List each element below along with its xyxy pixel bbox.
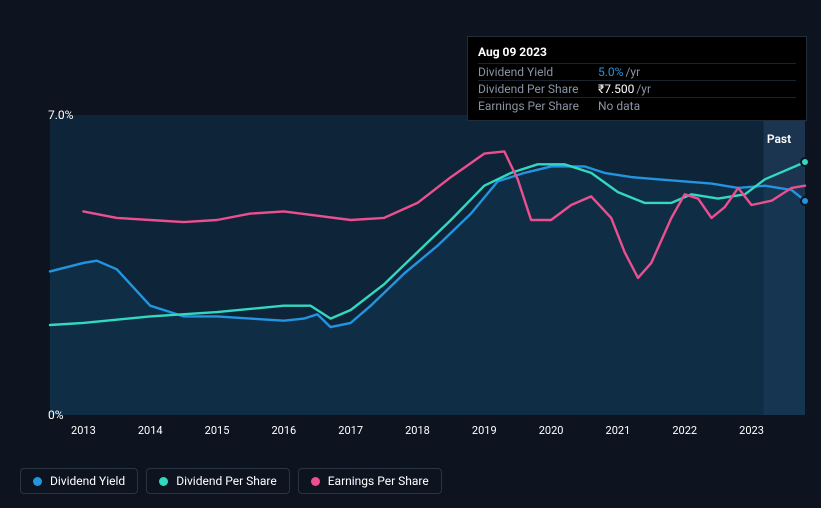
legend-dot-icon bbox=[33, 477, 42, 486]
x-tick-label: 2013 bbox=[71, 424, 96, 437]
x-tick-label: 2016 bbox=[271, 424, 296, 437]
tooltip-value: 5.0% bbox=[598, 65, 623, 79]
tooltip-value: ₹7.500 bbox=[598, 82, 634, 96]
tooltip-row: Dividend Per Share₹7.500/yr bbox=[478, 80, 796, 97]
tooltip-row: Earnings Per ShareNo data bbox=[478, 97, 796, 114]
series-end-marker bbox=[800, 157, 810, 167]
x-tick-label: 2014 bbox=[138, 424, 163, 437]
chart-svg bbox=[50, 115, 805, 415]
x-tick-label: 2021 bbox=[606, 424, 631, 437]
legend-label: Dividend Yield bbox=[50, 474, 125, 488]
x-tick-label: 2018 bbox=[405, 424, 430, 437]
tooltip-unit: /yr bbox=[625, 65, 640, 79]
legend-item[interactable]: Earnings Per Share bbox=[298, 468, 442, 494]
legend-label: Earnings Per Share bbox=[328, 474, 429, 488]
tooltip-key: Dividend Yield bbox=[478, 65, 598, 79]
legend-item[interactable]: Dividend Per Share bbox=[146, 468, 290, 494]
tooltip: Aug 09 2023 Dividend Yield5.0%/yrDividen… bbox=[467, 36, 807, 121]
past-label: Past bbox=[767, 132, 791, 146]
series-end-marker bbox=[800, 196, 810, 206]
x-tick-label: 2022 bbox=[672, 424, 697, 437]
tooltip-value: No data bbox=[598, 99, 640, 113]
legend: Dividend Yield Dividend Per Share Earnings… bbox=[20, 468, 442, 494]
x-tick-label: 2015 bbox=[205, 424, 230, 437]
legend-label: Dividend Per Share bbox=[176, 474, 277, 488]
legend-dot-icon bbox=[159, 477, 168, 486]
tooltip-unit: /yr bbox=[636, 82, 651, 96]
x-axis: 2013 2014 2015 2016 2017 2018 2019 2020 2021 2022… bbox=[50, 418, 805, 438]
tooltip-key: Earnings Per Share bbox=[478, 99, 598, 113]
tooltip-date: Aug 09 2023 bbox=[478, 43, 796, 63]
x-tick-label: 2019 bbox=[472, 424, 497, 437]
x-tick-label: 2017 bbox=[338, 424, 363, 437]
x-tick-label: 2023 bbox=[739, 424, 764, 437]
legend-dot-icon bbox=[311, 477, 320, 486]
legend-item[interactable]: Dividend Yield bbox=[20, 468, 138, 494]
tooltip-key: Dividend Per Share bbox=[478, 82, 598, 96]
x-tick-label: 2020 bbox=[539, 424, 564, 437]
plot-area: Past bbox=[50, 115, 805, 415]
tooltip-row: Dividend Yield5.0%/yr bbox=[478, 63, 796, 80]
